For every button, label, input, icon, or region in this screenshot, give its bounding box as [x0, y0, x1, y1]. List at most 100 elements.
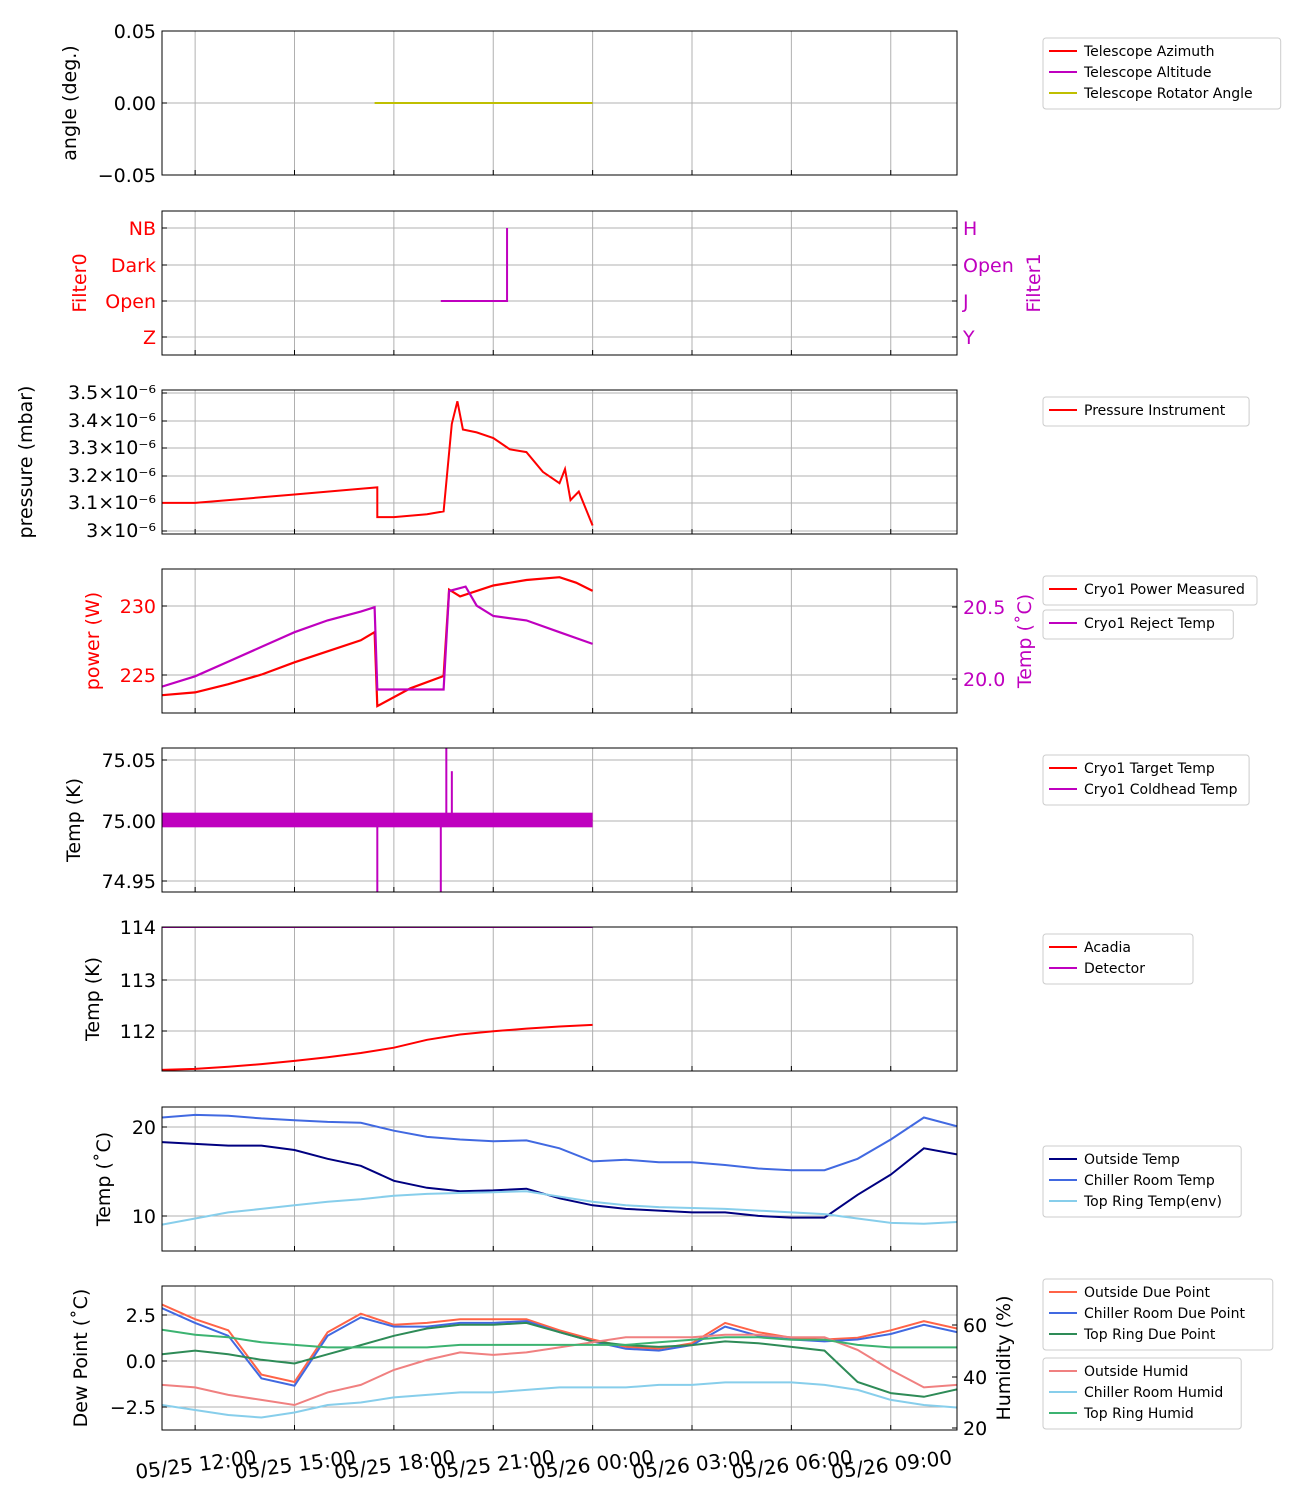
legend-frame	[1042, 1145, 1242, 1218]
y-tick-label: 0.0	[126, 1351, 156, 1373]
y-axis-label: Temp (K)	[82, 957, 104, 1042]
y-tick-label: 0.05	[114, 21, 156, 43]
axes-frame	[161, 30, 958, 176]
y-axis-label: Filter0	[69, 253, 91, 312]
axes-frame	[161, 926, 958, 1072]
y-tick-mantissa: 3.3	[68, 437, 98, 459]
series-line-chiller-room-temp	[162, 1113, 957, 1172]
panel-p3: 3.5×10⁻⁶3.4×10⁻⁶3.3×10⁻⁶3.2×10⁻⁶3.1×10⁻⁶…	[15, 382, 1250, 542]
legend-p5: Cryo1 Target Temp Cryo1 Coldhead Temp	[1042, 754, 1250, 806]
y-tick-label: 75.05	[102, 750, 156, 772]
legend-frame	[1042, 754, 1250, 806]
legend-label: Cryo1 Coldhead Temp	[1084, 782, 1238, 798]
y-tick-exponent: ×10⁻⁶	[98, 437, 156, 459]
y-tick-label-right: 40	[963, 1367, 987, 1389]
y-tick-mantissa: 3.5	[68, 382, 98, 404]
y-tick-exponent: ×10⁻⁶	[98, 410, 156, 432]
y-tick-label: 225	[120, 665, 156, 687]
legend-label: Cryo1 Target Temp	[1084, 761, 1215, 777]
series-line-outside-humid	[162, 1333, 957, 1407]
series-line-chiller-room-humid	[162, 1381, 957, 1419]
legend-label: Telescope Azimuth	[1083, 44, 1214, 60]
legend-label: Chiller Room Humid	[1084, 1385, 1223, 1401]
y-axis-label-right: Temp (˚C)	[1014, 594, 1036, 689]
series-line-top-ring-humid	[162, 1328, 957, 1349]
panel-p2: NB Dark Open Z H Open JY Filter0 Filter1	[69, 210, 1045, 356]
y-tick-label: 3.3×10⁻⁶	[68, 437, 156, 459]
axes-frame	[161, 747, 958, 893]
y-tick-label: 112	[120, 1021, 156, 1043]
legend-label: Pressure Instrument	[1084, 403, 1226, 419]
legend-label: Cryo1 Power Measured	[1084, 582, 1245, 598]
y-tick-label: NB	[129, 218, 156, 240]
y-tick-label: 20	[132, 1117, 156, 1139]
y-tick-label: 2.5	[126, 1305, 156, 1327]
y-tick-label: Z	[143, 327, 156, 349]
y-axis-label-right: Filter1	[1023, 253, 1045, 312]
y-tick-label: Dark	[111, 255, 156, 277]
series-line-top-ring-due-point	[162, 1321, 957, 1398]
legend-label: Top Ring Humid	[1083, 1406, 1194, 1422]
y-tick-label: 3.1×10⁻⁶	[68, 492, 156, 514]
legend-label: Outside Humid	[1084, 1364, 1188, 1380]
y-tick-label: −0.05	[98, 165, 156, 187]
legend-label: Telescope Rotator Angle	[1083, 86, 1253, 102]
y-tick-label-right: 20.0	[963, 669, 1005, 691]
panel-p8: 2.5 0.0 −2.5 60 40 20 Dew Point (˚C) Humidity (…	[70, 1278, 1274, 1440]
axes-frame	[161, 1106, 958, 1252]
legend-power: Cryo1 Power Measured	[1042, 575, 1258, 606]
series-line-filter1	[440, 228, 509, 302]
y-tick-label-right: J	[962, 291, 969, 313]
legend-label: Outside Due Point	[1084, 1285, 1211, 1301]
legend-label: Acadia	[1084, 940, 1131, 956]
series-group	[440, 228, 509, 302]
legend-p6: Acadia Detector	[1042, 933, 1194, 985]
legend-label: Top Ring Temp(env)	[1083, 1194, 1222, 1210]
panel-p4: 230 225 20.5 20.0 power (W) Temp (˚C) Cryo1 Po…	[82, 568, 1258, 714]
legend-frame	[1042, 1278, 1274, 1351]
y-tick-label: 3×10⁻⁶	[86, 520, 156, 542]
series-group	[162, 576, 594, 708]
legend-label: Cryo1 Reject Temp	[1084, 616, 1215, 632]
y-tick-label-right: 20	[963, 1418, 987, 1440]
legend-p3: Pressure Instrument	[1042, 396, 1250, 427]
y-axis-label: Temp (K)	[63, 778, 85, 863]
series-line-acadia	[162, 1023, 593, 1071]
y-tick-exponent: ×10⁻⁶	[98, 492, 156, 514]
legend-frame	[1042, 575, 1258, 606]
legend-frame	[1042, 37, 1282, 110]
y-tick-label: 3.5×10⁻⁶	[68, 382, 156, 404]
y-axis-label: Temp (˚C)	[93, 1132, 115, 1227]
y-axis-label: Dew Point (˚C)	[70, 1289, 92, 1428]
legend-label: Top Ring Due Point	[1083, 1327, 1216, 1343]
panel-p7: 20 10 Temp (˚C) Outside Temp Chiller Room Te…	[93, 1106, 1242, 1252]
y-axis-label: pressure (mbar)	[15, 386, 37, 539]
y-tick-mantissa: 3.2	[68, 465, 98, 487]
legend-label: Telescope Altitude	[1083, 65, 1212, 81]
series-line-outside-temp	[162, 1141, 957, 1219]
y-tick-label: 230	[120, 596, 156, 618]
legend-p7: Outside Temp Chiller Room Temp Top Ring Te…	[1042, 1145, 1242, 1218]
y-tick-exponent: ×10⁻⁶	[98, 465, 156, 487]
y-tick-label: −2.5	[110, 1397, 156, 1419]
legend-dew-points: Outside Due Point Chiller Room Due Point T…	[1042, 1278, 1274, 1351]
panel-p1: 0.05 0.00 −0.05 angle (deg.) Telescope Azimu…	[59, 21, 1282, 187]
y-tick-label: 114	[120, 917, 156, 939]
series-group	[162, 748, 593, 892]
legend-humidity: Outside Humid Chiller Room Humid Top Ring …	[1042, 1357, 1242, 1430]
legend-frame	[1042, 396, 1250, 427]
legend-reject-temp: Cryo1 Reject Temp	[1042, 609, 1234, 640]
y-tick-label: 3.4×10⁻⁶	[68, 410, 156, 432]
y-tick-label: 3.2×10⁻⁶	[68, 465, 156, 487]
series-line-cryo1-power-measured	[162, 576, 594, 708]
y-tick-mantissa: 3	[86, 520, 98, 542]
y-tick-label: 10	[132, 1206, 156, 1228]
y-tick-exponent: ×10⁻⁶	[98, 520, 156, 542]
y-tick-label: 75.00	[102, 811, 156, 833]
axes-frame	[161, 210, 958, 356]
series-group	[162, 401, 594, 526]
series-group	[162, 1113, 957, 1226]
y-tick-exponent: ×10⁻⁶	[98, 382, 156, 404]
y-tick-label: Open	[105, 291, 156, 313]
